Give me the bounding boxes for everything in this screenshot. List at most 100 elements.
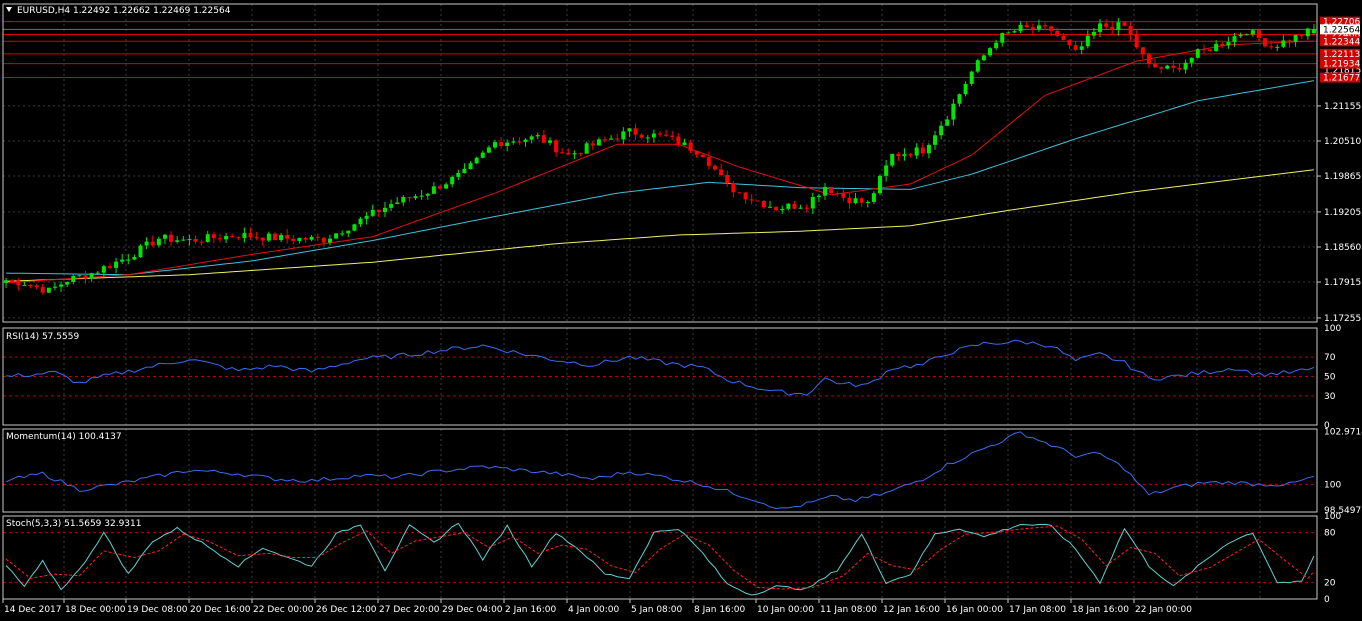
candle-body — [816, 195, 821, 197]
candle-body — [957, 94, 962, 104]
candle-body — [77, 275, 82, 277]
level-price-label: 1.21934 — [1323, 60, 1360, 70]
rsi-line — [6, 339, 1315, 396]
time-tick-label: 4 Jan 00:00 — [568, 605, 620, 615]
candle-body — [431, 186, 436, 194]
candle-body — [963, 83, 968, 95]
candle-body — [389, 204, 394, 208]
candle-body — [474, 157, 479, 164]
candle-body — [291, 238, 296, 241]
candle-body — [297, 237, 302, 241]
momentum-lines — [5, 431, 1315, 510]
horizontal-lines[interactable] — [3, 21, 1317, 79]
momentum-pane[interactable]: Momentum(14) 100.4137 102.9714 100 98.5497 — [2, 427, 1362, 516]
rsi-grid — [2, 328, 1317, 425]
ma-mid-line — [6, 80, 1314, 276]
candle-body — [1244, 34, 1249, 36]
candle-body — [425, 193, 430, 196]
candle-body — [737, 192, 742, 194]
stochastic-pane[interactable]: Stoch(5,3,3) 51.5659 32.9311 100 80 20 0 — [2, 512, 1341, 605]
candle-body — [169, 234, 174, 242]
candle-body — [602, 139, 607, 141]
triangle-down-icon[interactable] — [6, 7, 12, 12]
candle-body — [401, 196, 406, 203]
candle-body — [578, 153, 583, 155]
candle-body — [340, 233, 345, 235]
price-pane[interactable]: EURUSD,H4 1.22492 1.22662 1.22469 1.2256… — [2, 4, 1361, 324]
candle-body — [1256, 30, 1261, 39]
candle-body — [83, 275, 88, 279]
candle-body — [798, 207, 803, 209]
candle-body — [1000, 33, 1005, 43]
candle-body — [370, 209, 375, 216]
candle-body — [1232, 36, 1237, 43]
time-tick-label: 29 Dec 04:00 — [442, 605, 503, 615]
candle-body — [138, 245, 143, 257]
time-tick-label: 14 Dec 2017 — [4, 605, 62, 615]
candle-body — [682, 142, 687, 145]
pane-frame — [2, 3, 1318, 323]
candle-body — [560, 152, 565, 154]
stoch-signal-line — [5, 525, 1315, 590]
rsi-pane[interactable]: RSI(14) 57.5559 100 70 50 30 0 — [2, 324, 1341, 431]
candle-body — [486, 147, 491, 153]
candle-body — [395, 202, 400, 205]
candle-body — [1104, 23, 1109, 27]
candle-body — [1250, 30, 1255, 35]
candle-body — [1049, 26, 1054, 31]
candle-body — [810, 196, 815, 209]
candle-body — [1305, 28, 1310, 37]
candle-body — [1073, 45, 1078, 50]
candle-body — [768, 206, 773, 208]
candle-body — [945, 119, 950, 126]
time-tick-label: 8 Jan 16:00 — [694, 605, 746, 615]
candle-body — [499, 142, 504, 146]
ma-fast-line — [6, 40, 1314, 284]
time-tick-label: 5 Jan 08:00 — [631, 605, 683, 615]
candle-body — [1208, 49, 1213, 52]
candle-body — [413, 196, 418, 199]
candle-body — [676, 136, 681, 145]
candle-body — [187, 238, 192, 240]
candle-body — [829, 186, 834, 194]
candle-body — [853, 198, 858, 204]
pane-frame — [2, 428, 1318, 513]
time-tick-label: 26 Dec 12:00 — [316, 605, 377, 615]
stoch-main-line — [5, 522, 1315, 596]
candle-body — [303, 237, 308, 240]
time-tick-label: 27 Dec 20:00 — [379, 605, 440, 615]
candle-body — [1159, 67, 1164, 69]
candle-body — [566, 152, 571, 155]
indicator-tick-label: 0 — [1324, 595, 1330, 605]
time-tick-label: 19 Dec 08:00 — [127, 605, 188, 615]
price-tick-label: 1.19865 — [1324, 172, 1361, 182]
mom-line — [5, 431, 1315, 510]
candle-body — [517, 141, 522, 143]
candle-body — [926, 144, 931, 154]
candle-body — [658, 133, 662, 135]
candle-body — [541, 135, 546, 143]
moving-averages — [6, 40, 1314, 284]
candle-body — [1012, 31, 1017, 33]
candle-body — [529, 136, 534, 140]
candle-body — [878, 175, 883, 194]
candle-body — [71, 275, 76, 283]
level-price-label: 1.22344 — [1323, 37, 1360, 47]
candle-body — [175, 240, 180, 242]
level-price-tag — [1320, 16, 1360, 27]
candle-body — [1116, 22, 1121, 30]
candle-body — [364, 215, 369, 219]
candle-body — [1018, 24, 1023, 32]
price-grid — [2, 4, 1317, 322]
current-price-tag — [1320, 24, 1360, 35]
candle-body — [1238, 34, 1243, 37]
candle-body — [4, 280, 9, 283]
candle-body — [1165, 65, 1170, 69]
candle-body — [162, 234, 167, 239]
candle-body — [10, 280, 15, 282]
level-price-tag — [1320, 36, 1360, 47]
candle-body — [1036, 25, 1041, 30]
candle-body — [994, 42, 999, 49]
candle-body — [847, 197, 852, 204]
